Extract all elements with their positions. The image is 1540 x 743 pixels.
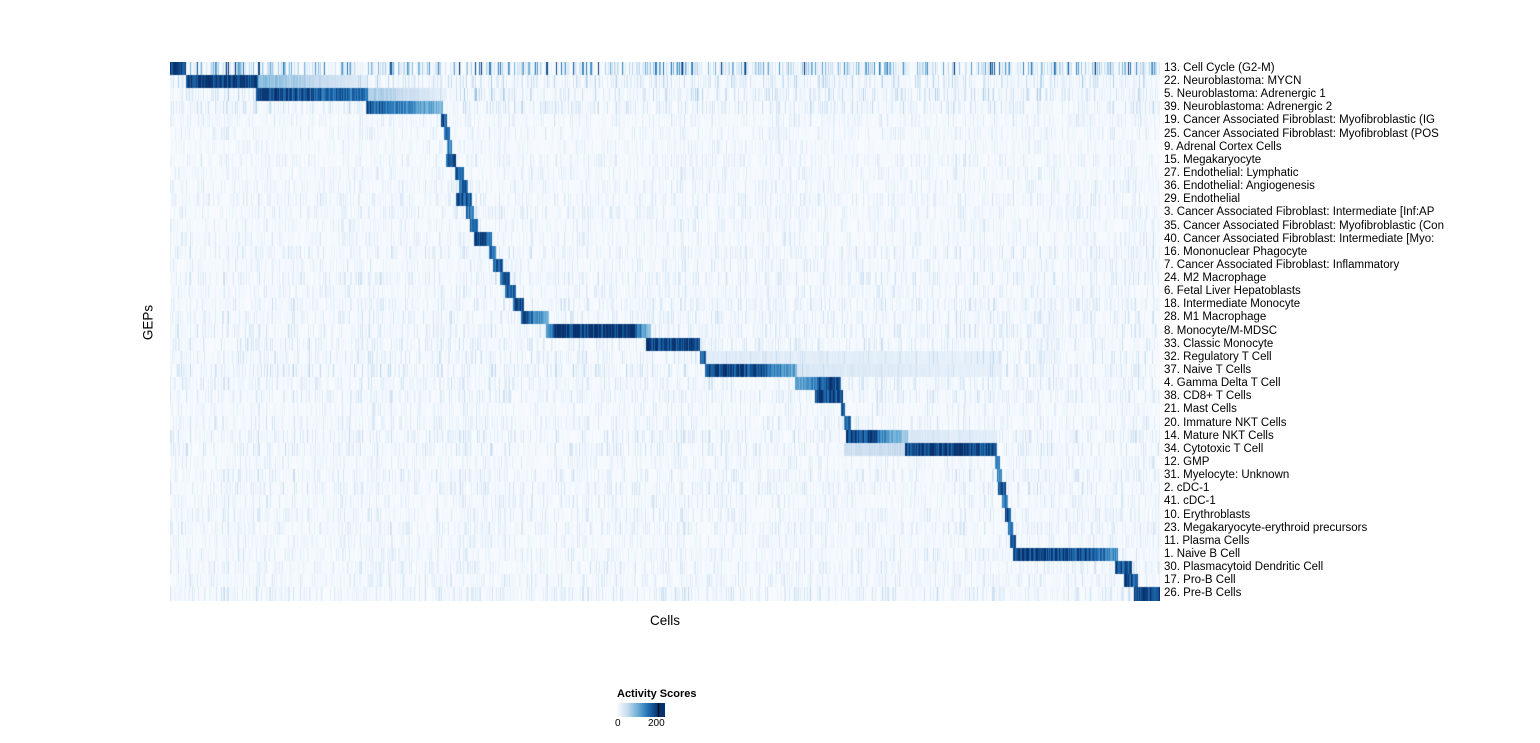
row-label: 2. cDC-1 (1164, 482, 1210, 495)
row-labels: 13. Cell Cycle (G2-M) 22. Neuroblastoma: … (1164, 62, 1540, 601)
row-label: 4. Gamma Delta T Cell (1164, 377, 1281, 390)
row-label: 16. Mononuclear Phagocyte (1164, 245, 1308, 258)
row-label: 3. Cancer Associated Fibroblast: Interme… (1164, 206, 1435, 219)
row-label: 36. Endothelial: Angiogenesis (1164, 180, 1315, 193)
row-label: 24. M2 Macrophage (1164, 272, 1267, 285)
row-label: 19. Cancer Associated Fibroblast: Myofib… (1164, 114, 1436, 127)
row-label: 40. Cancer Associated Fibroblast: Interm… (1164, 232, 1435, 245)
row-label: 31. Myelocyte: Unknown (1164, 469, 1290, 482)
row-label: 13. Cell Cycle (G2-M) (1164, 62, 1275, 74)
row-label: 23. Megakaryocyte-erythroid precursors (1164, 521, 1368, 534)
row-label: 22. Neuroblastoma: MYCN (1164, 74, 1302, 87)
row-label: 32. Regulatory T Cell (1164, 350, 1272, 363)
x-axis-label: Cells (649, 613, 680, 628)
legend-bar-wrap (617, 703, 665, 717)
row-label: 33. Classic Monocyte (1164, 337, 1274, 350)
row-label: 35. Cancer Associated Fibroblast: Myofib… (1164, 219, 1444, 232)
legend-ticks: 0 200 (615, 717, 697, 729)
row-label: 41. cDC-1 (1164, 495, 1216, 508)
legend-tick-min: 0 (615, 718, 621, 729)
row-label: 39. Neuroblastoma: Adrenergic 2 (1164, 101, 1333, 114)
row-label: 37. Naive T Cells (1164, 364, 1252, 377)
row-label: 26. Pre-B Cells (1164, 587, 1242, 600)
row-label: 9. Adrenal Cortex Cells (1164, 140, 1282, 153)
legend: Activity Scores 0 200 (615, 688, 737, 729)
heatmap-canvas (170, 62, 1160, 601)
row-label: 14. Mature NKT Cells (1164, 429, 1274, 442)
row-label: 5. Neuroblastoma: Adrenergic 1 (1164, 88, 1326, 101)
y-axis-label: GEPs (140, 304, 156, 341)
legend-tick-max: 200 (648, 718, 665, 729)
row-label: 15. Megakaryocyte (1164, 153, 1262, 166)
row-label: 6. Fetal Liver Hepatoblasts (1164, 285, 1301, 298)
row-label: 17. Pro-B Cell (1164, 574, 1236, 587)
row-label: 25. Cancer Associated Fibroblast: Myofib… (1164, 127, 1439, 140)
row-label: 7. Cancer Associated Fibroblast: Inflamm… (1164, 258, 1400, 271)
row-label: 10. Erythroblasts (1164, 508, 1251, 521)
legend-gradient-bar (617, 703, 665, 717)
row-label: 12. GMP (1164, 456, 1210, 469)
legend-title: Activity Scores (617, 688, 697, 700)
row-label: 8. Monocyte/M-MDSC (1164, 324, 1278, 337)
row-label: 38. CD8+ T Cells (1164, 390, 1252, 403)
row-label: 34. Cytotoxic T Cell (1164, 442, 1264, 455)
row-label: 1. Naive B Cell (1164, 548, 1241, 561)
row-label: 21. Mast Cells (1164, 403, 1237, 416)
row-label: 30. Plasmacytoid Dendritic Cell (1164, 561, 1324, 574)
row-label: 18. Intermediate Monocyte (1164, 298, 1301, 311)
row-label: 20. Immature NKT Cells (1164, 416, 1287, 429)
row-label: 28. M1 Macrophage (1164, 311, 1267, 324)
row-label: 11. Plasma Cells (1164, 534, 1250, 547)
row-label: 29. Endothelial (1164, 193, 1241, 206)
row-label: 27. Endothelial: Lymphatic (1164, 166, 1299, 179)
